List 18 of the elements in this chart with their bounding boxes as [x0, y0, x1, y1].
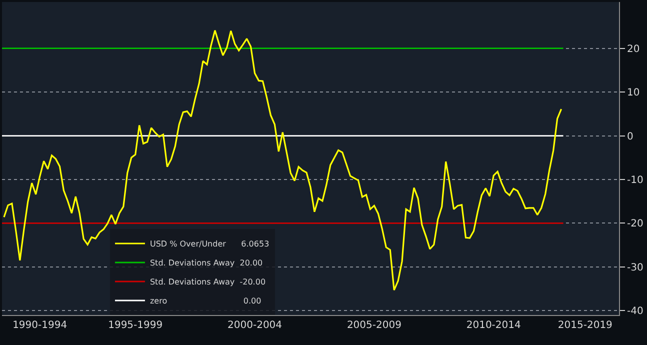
x-tick-label: 2015-2019 [558, 320, 612, 331]
y-tick-label: 0 [627, 131, 634, 142]
legend-label: Std. Deviations Away 20.00 [150, 258, 263, 268]
x-tick-label: 2010-2014 [466, 320, 521, 331]
y-tick-label: -20 [627, 218, 644, 230]
y-tick-label: 10 [627, 88, 640, 99]
y-tick-label: -10 [627, 174, 644, 186]
legend-label: USD % Over/Under 6.0653 [150, 240, 270, 249]
legend-label: Std. Deviations Away -20.00 [150, 278, 266, 287]
x-tick-label: 2005-2009 [346, 320, 402, 331]
legend-label: zero 0.00 [150, 296, 262, 306]
x-tick-label: 1995-1999 [108, 320, 163, 331]
y-tick-label: -40 [627, 306, 644, 318]
y-tick-label: 20 [627, 44, 640, 55]
x-tick-label: 1990-1994 [12, 320, 68, 331]
y-tick-label: -30 [627, 262, 644, 274]
x-tick-label: 2000-2004 [228, 320, 282, 331]
line-series [3, 30, 562, 291]
